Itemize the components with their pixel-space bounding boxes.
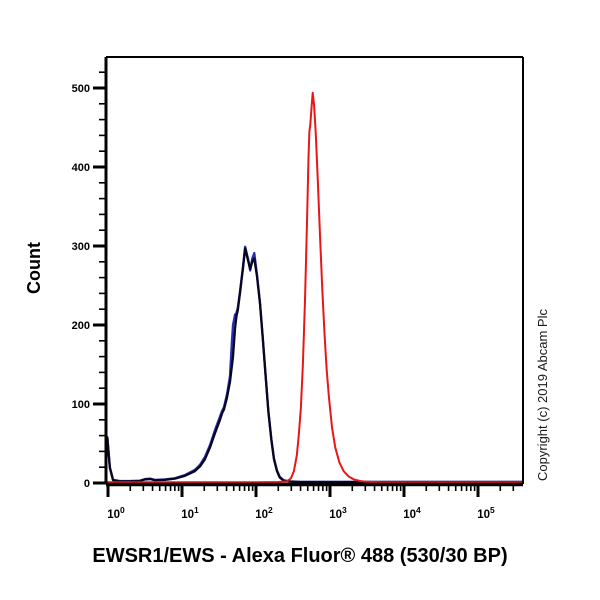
- black-curve: [106, 247, 523, 484]
- y-tick-label: 0: [84, 478, 90, 490]
- x-tick-label: 100: [107, 505, 125, 521]
- x-tick-label: 102: [255, 505, 273, 521]
- x-axis-title: EWSR1/EWS - Alexa Fluor® 488 (530/30 BP): [92, 545, 508, 567]
- y-axis-title: Count: [24, 242, 44, 294]
- copyright-text: Copyright (c) 2019 Abcam Plc: [535, 309, 550, 481]
- curves: [106, 91, 523, 484]
- x-tick-label: 103: [329, 505, 347, 521]
- y-tick-label: 200: [72, 320, 90, 332]
- y-tick-label: 100: [72, 399, 90, 411]
- y-tick-label: 400: [72, 162, 90, 174]
- x-tick-label: 101: [181, 505, 199, 521]
- x-tick-label: 104: [403, 505, 421, 521]
- plot-frame: [104, 56, 524, 487]
- x-tick-label: 105: [477, 505, 495, 521]
- y-tick-label: 500: [72, 83, 90, 95]
- red-curve: [106, 91, 523, 484]
- blue-curve: [106, 245, 523, 484]
- axis-ticks: 0 100 200 300 400 500 100 101 102 103 104 105: [72, 71, 515, 521]
- y-tick-label: 300: [72, 241, 90, 253]
